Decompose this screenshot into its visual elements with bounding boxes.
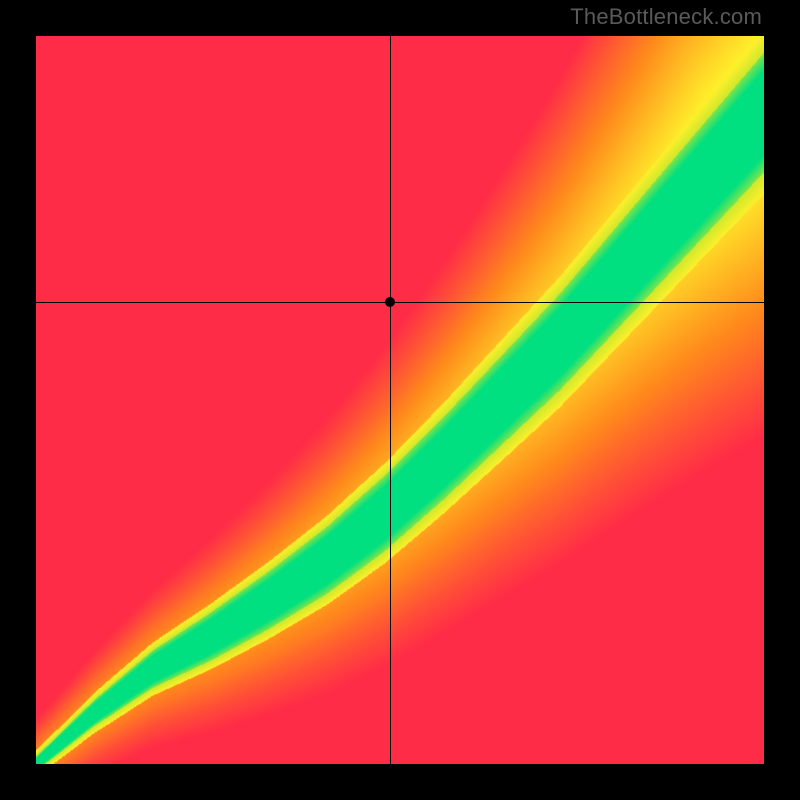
plot-area [36,36,764,764]
crosshair-horizontal [36,302,764,303]
marker-dot [385,297,395,307]
heatmap-canvas [36,36,764,764]
crosshair-vertical [390,36,391,764]
watermark-text: TheBottleneck.com [570,4,762,30]
